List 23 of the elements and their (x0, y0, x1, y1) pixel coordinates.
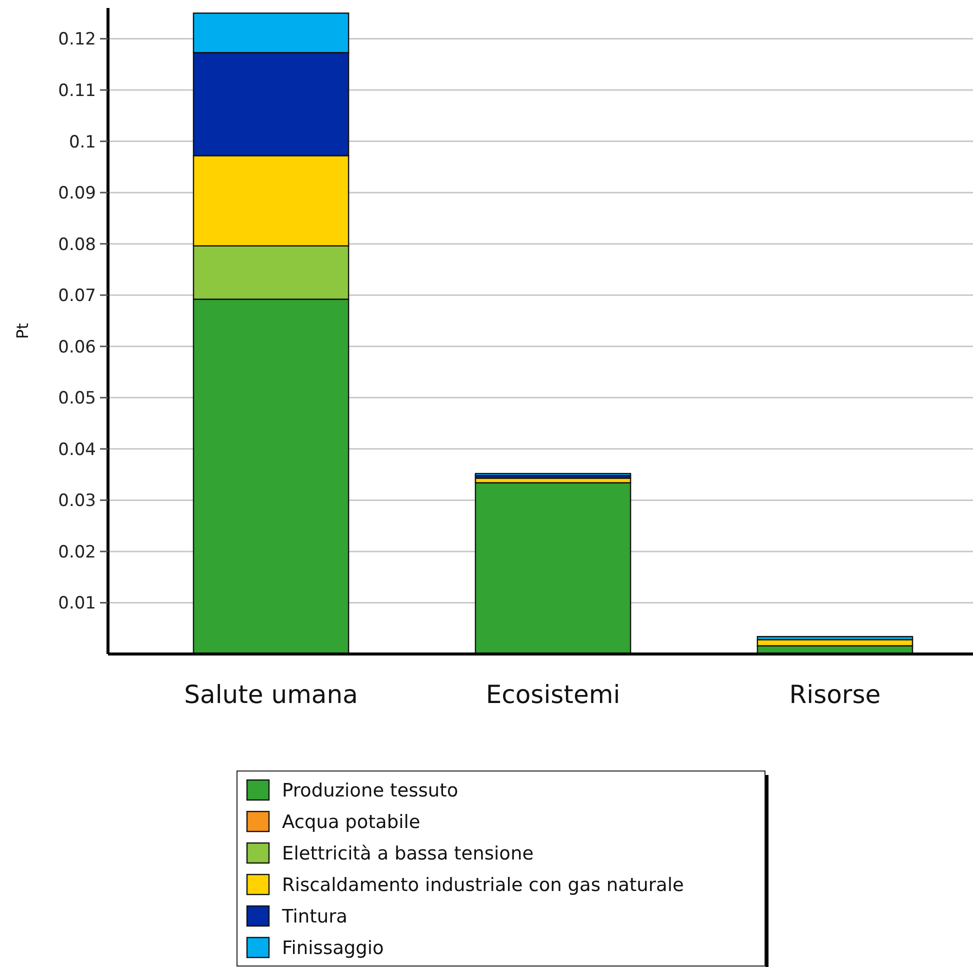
y-tick-label: 0.08 (58, 234, 96, 255)
y-tick-label: 0.1 (68, 132, 96, 152)
y-tick-label: 0.09 (58, 184, 96, 204)
y-tick-label: 0.01 (58, 594, 96, 614)
x-tick-label: Salute umana (184, 680, 358, 709)
bar (474, 472, 632, 476)
y-axis-title: Pt (13, 323, 32, 339)
legend-label: Tintura (281, 906, 348, 928)
legend-label: Riscaldamento industriale con gas naturale (282, 874, 684, 896)
legend-label: Elettricità a bassa tensione (282, 843, 534, 864)
legend-label: Produzione tessuto (282, 780, 458, 802)
x-tick-label: Risorse (789, 680, 881, 709)
y-tick-label: 0.06 (58, 337, 96, 358)
y-tick-label: 0.05 (58, 388, 96, 409)
legend-label: Acqua potabile (282, 812, 420, 833)
y-tick-label: 0.11 (58, 80, 96, 101)
y-tick-label: 0.03 (58, 491, 96, 512)
y-tick-label: 0.02 (58, 542, 96, 562)
y-tick-label: 0.07 (58, 286, 96, 306)
y-tick-label: 0.12 (58, 30, 96, 50)
legend-label: Finissaggio (282, 938, 384, 959)
y-tick-label: 0.04 (58, 440, 96, 460)
x-tick-label: Ecosistemi (486, 680, 620, 709)
